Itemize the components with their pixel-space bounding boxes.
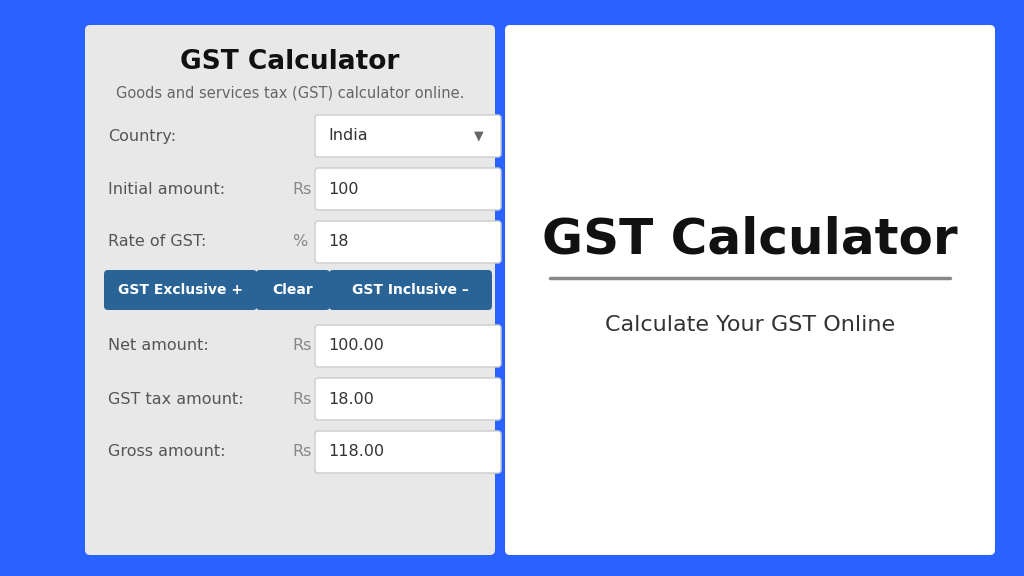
Text: GST Exclusive +: GST Exclusive + [118, 283, 243, 297]
FancyBboxPatch shape [315, 115, 501, 157]
Text: Rs: Rs [292, 445, 311, 460]
Text: Clear: Clear [272, 283, 313, 297]
Text: %: % [292, 234, 307, 249]
FancyBboxPatch shape [315, 168, 501, 210]
Text: Gross amount:: Gross amount: [108, 445, 225, 460]
Text: 18: 18 [328, 234, 348, 249]
Text: India: India [328, 128, 368, 143]
FancyBboxPatch shape [85, 25, 495, 555]
Text: Country:: Country: [108, 128, 176, 143]
FancyBboxPatch shape [315, 325, 501, 367]
FancyBboxPatch shape [315, 431, 501, 473]
Text: 100: 100 [328, 181, 358, 196]
FancyBboxPatch shape [104, 270, 257, 310]
Text: Rs: Rs [292, 181, 311, 196]
Text: ▼: ▼ [474, 130, 484, 142]
Text: Rs: Rs [292, 392, 311, 407]
FancyBboxPatch shape [505, 25, 995, 555]
Text: 118.00: 118.00 [328, 445, 384, 460]
Text: Calculate Your GST Online: Calculate Your GST Online [605, 315, 895, 335]
Text: GST Inclusive –: GST Inclusive – [352, 283, 469, 297]
FancyBboxPatch shape [256, 270, 330, 310]
Text: 18.00: 18.00 [328, 392, 374, 407]
Text: Rate of GST:: Rate of GST: [108, 234, 207, 249]
Text: 100.00: 100.00 [328, 339, 384, 354]
FancyBboxPatch shape [315, 221, 501, 263]
Text: Net amount:: Net amount: [108, 339, 209, 354]
Text: GST Calculator: GST Calculator [542, 216, 957, 264]
Text: Goods and services tax (GST) calculator online.: Goods and services tax (GST) calculator … [116, 85, 464, 100]
Text: GST tax amount:: GST tax amount: [108, 392, 244, 407]
FancyBboxPatch shape [315, 378, 501, 420]
FancyBboxPatch shape [329, 270, 492, 310]
Text: Rs: Rs [292, 339, 311, 354]
Text: GST Calculator: GST Calculator [180, 49, 399, 75]
Text: Initial amount:: Initial amount: [108, 181, 225, 196]
